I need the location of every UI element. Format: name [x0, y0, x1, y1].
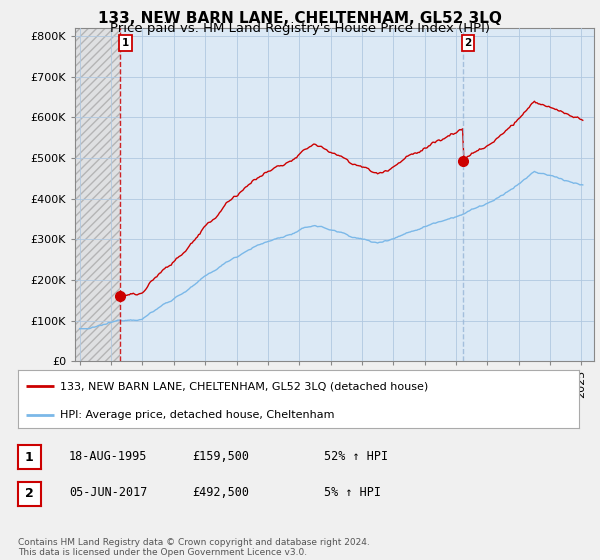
- Text: 05-JUN-2017: 05-JUN-2017: [69, 486, 148, 500]
- Text: HPI: Average price, detached house, Cheltenham: HPI: Average price, detached house, Chel…: [60, 410, 335, 421]
- Text: 52% ↑ HPI: 52% ↑ HPI: [324, 450, 388, 463]
- Text: 2: 2: [464, 38, 472, 48]
- Text: 18-AUG-1995: 18-AUG-1995: [69, 450, 148, 463]
- Text: 5% ↑ HPI: 5% ↑ HPI: [324, 486, 381, 500]
- Text: 2: 2: [25, 487, 34, 500]
- Text: £492,500: £492,500: [192, 486, 249, 500]
- Text: 133, NEW BARN LANE, CHELTENHAM, GL52 3LQ (detached house): 133, NEW BARN LANE, CHELTENHAM, GL52 3LQ…: [60, 381, 428, 391]
- Text: 1: 1: [25, 451, 34, 464]
- Text: 133, NEW BARN LANE, CHELTENHAM, GL52 3LQ: 133, NEW BARN LANE, CHELTENHAM, GL52 3LQ: [98, 11, 502, 26]
- Text: 1: 1: [122, 38, 129, 48]
- Text: Price paid vs. HM Land Registry's House Price Index (HPI): Price paid vs. HM Land Registry's House …: [110, 22, 490, 35]
- Text: £159,500: £159,500: [192, 450, 249, 463]
- Text: Contains HM Land Registry data © Crown copyright and database right 2024.
This d: Contains HM Land Registry data © Crown c…: [18, 538, 370, 557]
